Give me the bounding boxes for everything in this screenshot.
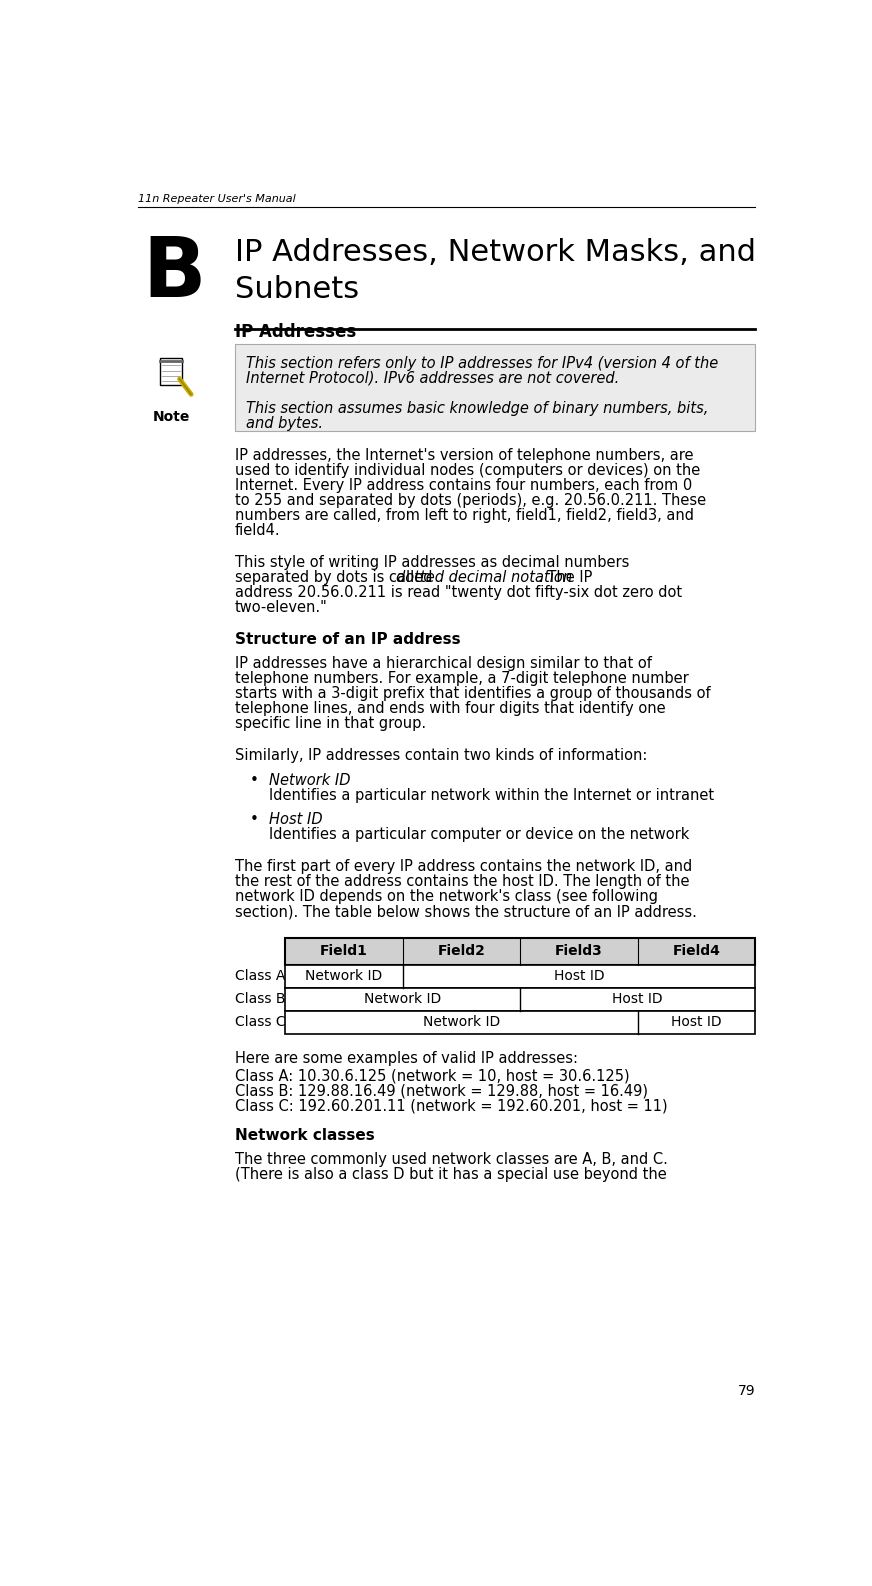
- Text: Internet. Every IP address contains four numbers, each from 0: Internet. Every IP address contains four…: [235, 477, 691, 493]
- Text: Field2: Field2: [438, 945, 486, 958]
- Text: Network ID: Network ID: [364, 993, 441, 1006]
- Text: and bytes.: and bytes.: [246, 416, 324, 431]
- Text: Network ID: Network ID: [423, 1015, 500, 1029]
- Text: telephone lines, and ends with four digits that identify one: telephone lines, and ends with four digi…: [235, 701, 665, 717]
- Text: Host ID: Host ID: [612, 993, 663, 1006]
- Text: 11n Repeater User's Manual: 11n Repeater User's Manual: [139, 193, 296, 205]
- Text: dotted decimal notation: dotted decimal notation: [396, 569, 572, 585]
- Text: two-eleven.": two-eleven.": [235, 600, 327, 615]
- Text: Class C: Class C: [235, 1015, 285, 1029]
- Text: Identifies a particular network within the Internet or intranet: Identifies a particular network within t…: [269, 788, 714, 803]
- Text: to 255 and separated by dots (periods), e.g. 20.56.0.211. These: to 255 and separated by dots (periods), …: [235, 493, 705, 508]
- Text: Internet Protocol). IPv6 addresses are not covered.: Internet Protocol). IPv6 addresses are n…: [246, 371, 619, 385]
- Text: Class B: Class B: [235, 993, 285, 1006]
- Bar: [160, 358, 182, 385]
- Text: Network ID: Network ID: [269, 772, 351, 788]
- Text: Host ID: Host ID: [269, 812, 323, 826]
- Text: Identifies a particular computer or device on the network: Identifies a particular computer or devi…: [269, 828, 690, 842]
- Text: Class A: 10.30.6.125 (network = 10, host = 30.6.125): Class A: 10.30.6.125 (network = 10, host…: [235, 1069, 630, 1083]
- Text: Structure of an IP address: Structure of an IP address: [235, 631, 460, 647]
- Text: telephone numbers. For example, a 7-digit telephone number: telephone numbers. For example, a 7-digi…: [235, 671, 688, 687]
- Text: This style of writing IP addresses as decimal numbers: This style of writing IP addresses as de…: [235, 555, 629, 569]
- Text: . The IP: . The IP: [538, 569, 593, 585]
- Text: used to identify individual nodes (computers or devices) on the: used to identify individual nodes (compu…: [235, 463, 700, 477]
- Text: This section assumes basic knowledge of binary numbers, bits,: This section assumes basic knowledge of …: [246, 401, 709, 416]
- Bar: [285, 939, 755, 964]
- Text: field4.: field4.: [235, 522, 280, 538]
- Text: Network classes: Network classes: [235, 1128, 374, 1144]
- Text: IP addresses, the Internet's version of telephone numbers, are: IP addresses, the Internet's version of …: [235, 447, 693, 463]
- Text: IP addresses have a hierarchical design similar to that of: IP addresses have a hierarchical design …: [235, 657, 651, 671]
- Bar: [285, 964, 755, 988]
- Text: This section refers only to IP addresses for IPv4 (version 4 of the: This section refers only to IP addresses…: [246, 355, 719, 371]
- Text: •: •: [250, 772, 259, 788]
- Text: Field4: Field4: [672, 945, 720, 958]
- Text: starts with a 3-digit prefix that identifies a group of thousands of: starts with a 3-digit prefix that identi…: [235, 687, 710, 701]
- Text: Class A: Class A: [235, 969, 285, 983]
- Text: (There is also a class D but it has a special use beyond the: (There is also a class D but it has a sp…: [235, 1167, 666, 1183]
- Text: •: •: [250, 812, 259, 826]
- Text: Host ID: Host ID: [671, 1015, 722, 1029]
- Text: Similarly, IP addresses contain two kinds of information:: Similarly, IP addresses contain two kind…: [235, 749, 647, 763]
- Text: the rest of the address contains the host ID. The length of the: the rest of the address contains the hos…: [235, 874, 689, 890]
- Text: IP Addresses: IP Addresses: [235, 324, 356, 341]
- Text: B: B: [142, 233, 206, 314]
- Bar: [285, 988, 755, 1010]
- Text: Host ID: Host ID: [554, 969, 604, 983]
- Bar: [235, 344, 755, 430]
- Text: IP Addresses, Network Masks, and: IP Addresses, Network Masks, and: [235, 238, 755, 266]
- Text: separated by dots is called: separated by dots is called: [235, 569, 437, 585]
- Text: section). The table below shows the structure of an IP address.: section). The table below shows the stru…: [235, 904, 697, 920]
- Text: Class B: 129.88.16.49 (network = 129.88, host = 16.49): Class B: 129.88.16.49 (network = 129.88,…: [235, 1083, 648, 1099]
- Text: Field1: Field1: [320, 945, 368, 958]
- Text: The first part of every IP address contains the network ID, and: The first part of every IP address conta…: [235, 860, 691, 874]
- Text: specific line in that group.: specific line in that group.: [235, 717, 426, 731]
- Text: Note: Note: [153, 411, 190, 425]
- Text: Subnets: Subnets: [235, 274, 358, 305]
- Text: 79: 79: [738, 1383, 755, 1397]
- Text: Network ID: Network ID: [305, 969, 382, 983]
- Text: Here are some examples of valid IP addresses:: Here are some examples of valid IP addre…: [235, 1052, 577, 1066]
- Text: Field3: Field3: [555, 945, 603, 958]
- Text: network ID depends on the network's class (see following: network ID depends on the network's clas…: [235, 890, 657, 904]
- Text: Class C: 192.60.201.11 (network = 192.60.201, host = 11): Class C: 192.60.201.11 (network = 192.60…: [235, 1099, 667, 1113]
- Text: The three commonly used network classes are A, B, and C.: The three commonly used network classes …: [235, 1153, 667, 1167]
- Bar: [285, 1010, 755, 1034]
- Text: address 20.56.0.211 is read "twenty dot fifty-six dot zero dot: address 20.56.0.211 is read "twenty dot …: [235, 585, 682, 600]
- Text: numbers are called, from left to right, field1, field2, field3, and: numbers are called, from left to right, …: [235, 508, 693, 522]
